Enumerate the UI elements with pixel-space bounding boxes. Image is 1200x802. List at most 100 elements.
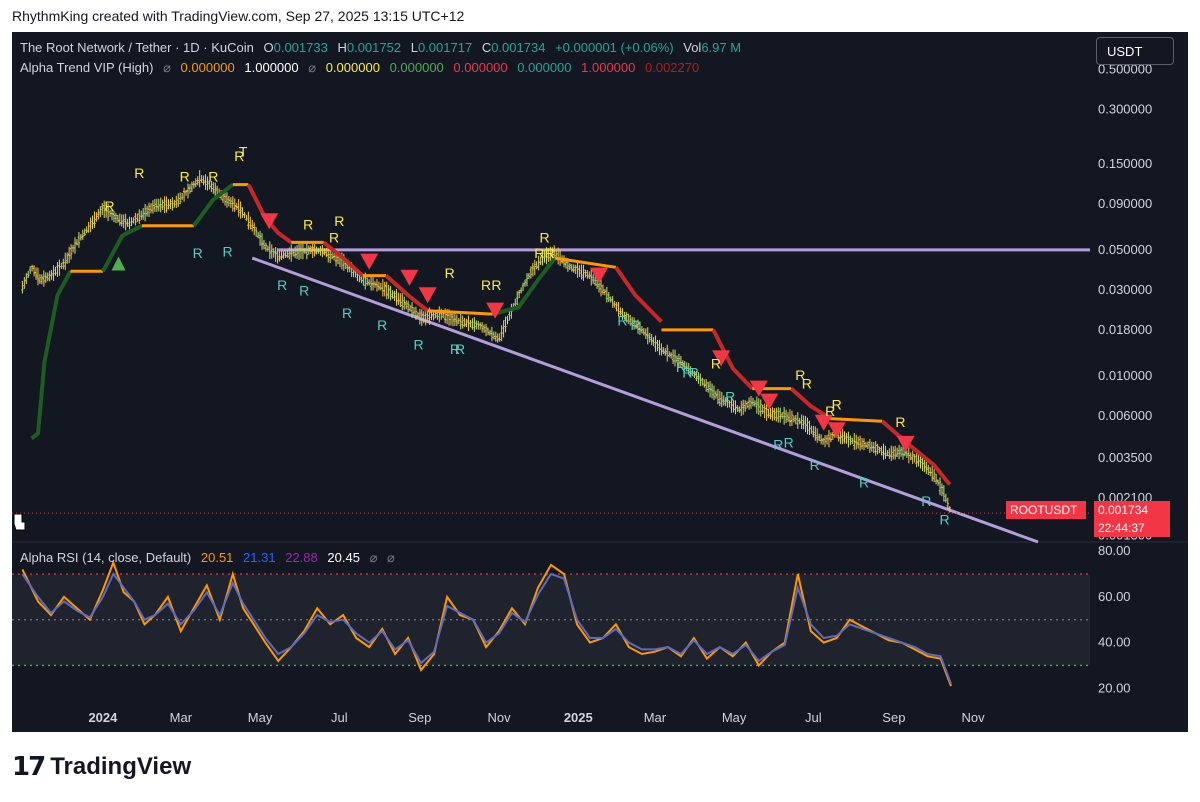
- signal-triangle-down: [749, 380, 768, 397]
- signal-triangle-down: [400, 269, 419, 286]
- signal-label: R: [711, 355, 721, 371]
- signal-label: R: [921, 493, 931, 509]
- signal-triangle-down: [896, 435, 915, 452]
- signal-label: R: [104, 198, 114, 214]
- time-axis-tick: Mar: [644, 710, 667, 725]
- rsi-axis-tick: 40.00: [1098, 635, 1131, 650]
- signal-label: R: [491, 277, 501, 293]
- alpha-trend-bull-segment: [492, 256, 557, 317]
- time-axis-tick: Nov: [487, 710, 511, 725]
- alpha-trend-bull-segment: [30, 270, 73, 441]
- alpha-trend-flat-segment: [427, 309, 493, 316]
- signal-label: R: [725, 389, 735, 405]
- alpha-trend-bear-segment: [614, 266, 663, 324]
- price-axis-tick: 0.050000: [1098, 242, 1152, 257]
- signal-label: R: [825, 403, 835, 419]
- alpha-trend-bear-segment: [880, 419, 952, 486]
- signal-label: R: [450, 341, 460, 357]
- alpha-trend-value-1: 0.000000: [180, 60, 235, 75]
- signal-label: R: [193, 245, 203, 261]
- chart-container[interactable]: 0.500000 0.300000 0.150000 0.090000 0.050000…: [12, 32, 1188, 732]
- alpha-trend-value-8: 0.002270: [645, 60, 700, 75]
- attribution-text: RhythmKing created with TradingView.com,…: [12, 8, 465, 24]
- signal-label: R: [832, 397, 842, 413]
- signal-label: R: [455, 341, 465, 357]
- legend-rsi: Alpha RSI (14, close, Default) 20.51 21.…: [20, 550, 401, 566]
- signal-triangle-down: [712, 350, 731, 367]
- legend-change: +0.000001 (+0.06%): [555, 40, 674, 55]
- signal-label: R: [795, 367, 805, 383]
- signal-label: R: [539, 229, 549, 245]
- legend-vol-value: 6.97 M: [701, 40, 742, 55]
- signal-label: R: [223, 243, 233, 259]
- signal-triangle-down: [590, 267, 609, 284]
- time-axis-tick: Jul: [805, 710, 822, 725]
- legend-h-value: 0.001752: [346, 40, 402, 55]
- price-tag-symbol: ROOTUSDT: [1006, 501, 1086, 519]
- signal-label: R: [180, 168, 190, 184]
- price-axis-tick: 0.018000: [1098, 322, 1152, 337]
- legend-symbol[interactable]: The Root Network / Tether · 1D · KuCoin: [20, 40, 254, 55]
- legend-o-value: 0.001733: [273, 40, 328, 55]
- signal-label: R: [329, 229, 339, 245]
- alpha-trend-bull-segment: [192, 183, 235, 227]
- alpha-trend-hidden-icon-1[interactable]: ⌀: [163, 60, 171, 75]
- alpha-trend-name[interactable]: Alpha Trend VIP (High): [20, 60, 154, 75]
- time-axis-tick: Nov: [962, 710, 986, 725]
- cursor-icon: [13, 513, 26, 531]
- signal-label: R: [277, 277, 287, 293]
- alpha-trend-hidden-icon-2[interactable]: ⌀: [308, 60, 317, 75]
- alpha-trend-value-5: 0.000000: [453, 60, 508, 75]
- alpha-trend-value-7: 1.000000: [581, 60, 636, 75]
- price-axis-tick: 0.030000: [1098, 282, 1152, 297]
- alpha-trend-bear-segment: [246, 183, 293, 245]
- rsi-name[interactable]: Alpha RSI (14, close, Default): [20, 550, 192, 565]
- time-axis-tick: May: [722, 710, 747, 725]
- legend-c-value: 0.001734: [491, 40, 546, 55]
- time-axis-tick: 2024: [88, 710, 118, 725]
- signal-triangle-down: [486, 302, 505, 319]
- signal-label: R: [342, 305, 352, 321]
- signal-label: R: [895, 414, 905, 430]
- legend-o-label: O: [263, 40, 274, 55]
- signal-label: R: [859, 475, 869, 491]
- signal-label: R: [445, 265, 455, 281]
- currency-button[interactable]: USDT: [1096, 37, 1174, 65]
- price-axis-tick: 0.090000: [1098, 196, 1152, 211]
- rsi-value-1: 20.51: [200, 550, 234, 565]
- tradingview-logo[interactable]: 17 TradingView: [12, 752, 191, 782]
- signal-label: R: [784, 435, 794, 451]
- legend-l-value: 0.001717: [417, 40, 473, 55]
- chart-svg[interactable]: 0.500000 0.300000 0.150000 0.090000 0.050000…: [12, 32, 1188, 732]
- alpha-trend-bear-segment: [789, 387, 832, 421]
- signal-triangle-down: [827, 422, 846, 439]
- price-tag-price: 0.001734: [1094, 501, 1170, 519]
- time-axis-tick: Mar: [170, 710, 193, 725]
- price-axis-tick: 0.300000: [1098, 101, 1152, 116]
- rsi-axis-tick: 20.00: [1098, 680, 1131, 695]
- signal-label: R: [802, 376, 812, 392]
- signal-label: R: [299, 282, 309, 298]
- tradingview-wordmark: TradingView: [50, 753, 192, 780]
- alpha-trend-bear-segment: [322, 240, 365, 278]
- legend-l-label: L: [410, 40, 418, 55]
- alpha-trend-bear-segment: [384, 274, 429, 313]
- alpha-trend-value-6: 0.000000: [517, 60, 572, 75]
- signal-triangle-up: [111, 256, 126, 271]
- time-axis-tick: Jul: [331, 710, 348, 725]
- signal-label: R: [303, 216, 313, 232]
- rsi-hidden-icon-1[interactable]: ⌀: [369, 550, 378, 565]
- signal-label: R: [676, 359, 686, 375]
- legend-h-label: H: [337, 40, 347, 55]
- rsi-hidden-icon-2[interactable]: ⌀: [387, 550, 395, 565]
- alpha-trend-value-4: 0.000000: [389, 60, 444, 75]
- signal-label: R: [939, 512, 949, 528]
- time-axis-tick: 2025: [564, 710, 593, 725]
- alpha-trend-flat-segment: [554, 256, 617, 269]
- rsi-series-1: [21, 572, 952, 685]
- signal-label: R: [377, 317, 387, 333]
- signal-label: R: [689, 364, 699, 380]
- alpha-trend-flat-segment: [830, 417, 883, 423]
- signal-label: R: [534, 245, 544, 261]
- time-axis-tick: Sep: [408, 710, 431, 725]
